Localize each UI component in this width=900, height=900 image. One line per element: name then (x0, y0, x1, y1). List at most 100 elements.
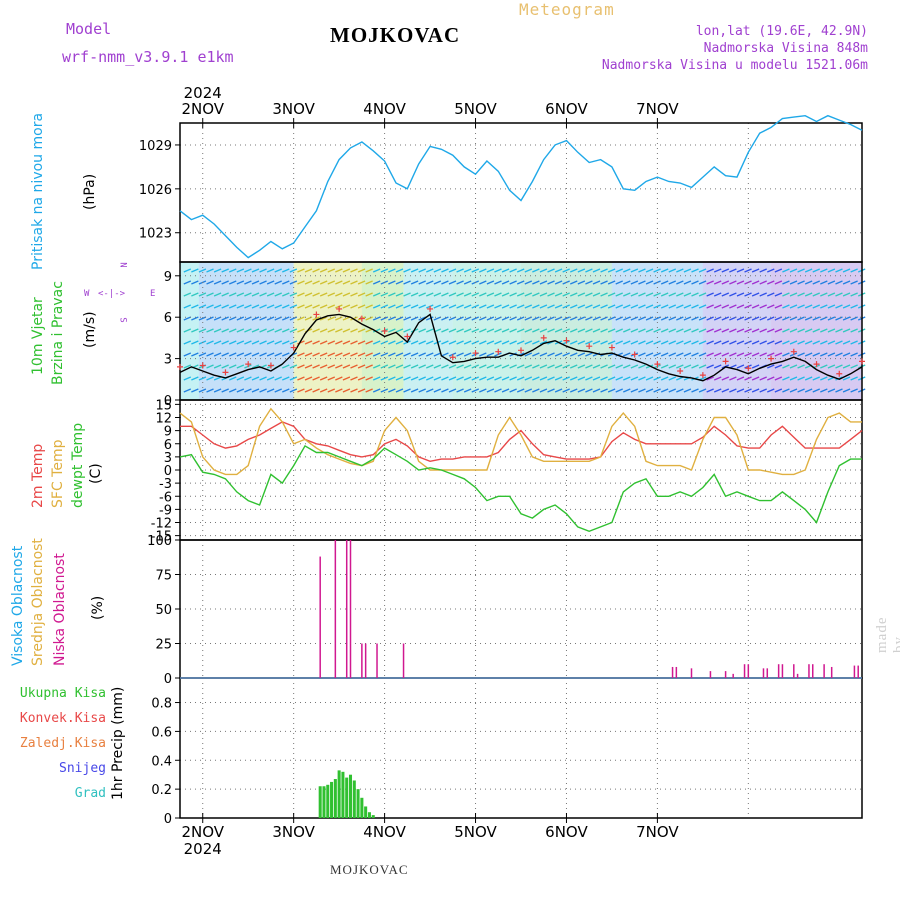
wind-barb (623, 340, 631, 345)
wind-barb (357, 376, 366, 381)
wind-field-band (293, 262, 362, 400)
wind-barb (751, 388, 760, 393)
wind-barb (820, 268, 828, 273)
wind-barb (304, 364, 313, 369)
wind-barb (198, 292, 207, 297)
wind-barb (524, 376, 533, 381)
wind-barb (638, 316, 646, 321)
wind-barb (547, 268, 555, 273)
wind-barb (827, 292, 836, 297)
wind-barb (592, 328, 601, 333)
wind-barb (850, 376, 858, 381)
precip-bar (348, 774, 353, 818)
wind-barb (244, 328, 252, 333)
wind-gust-mark (540, 334, 547, 341)
wind-barb (372, 316, 381, 321)
wind-barb (395, 340, 404, 345)
wind-barb (706, 292, 714, 297)
wind-barb (577, 292, 586, 297)
wind-barb (668, 292, 677, 297)
wind-barb (357, 328, 366, 333)
wind-barb (251, 364, 260, 369)
wind-barb (630, 268, 639, 273)
wind-barb (683, 316, 692, 321)
wind-barb (395, 364, 404, 369)
wind-barb (479, 376, 487, 381)
wind-barb (289, 364, 298, 369)
wind-barb (706, 352, 714, 357)
wind-barb (198, 316, 207, 321)
wind-barb (638, 304, 646, 309)
wind-barb (372, 388, 381, 393)
wind-barb (501, 376, 510, 381)
wind-barb (501, 280, 510, 285)
wind-barb (789, 364, 798, 369)
wind-barb (812, 376, 821, 381)
wind-barb (509, 292, 517, 297)
wind-barb (782, 364, 790, 369)
wind-barb (282, 328, 290, 333)
wind-barb (539, 352, 548, 357)
wind-barb (706, 316, 714, 321)
wind-barb (403, 352, 411, 357)
wind-barb (395, 292, 404, 297)
wind-barb (327, 328, 336, 333)
wind-field-band (702, 262, 772, 400)
wind-barb (342, 304, 351, 309)
y-tick-label: 0 (164, 672, 172, 687)
wind-barb (782, 340, 790, 345)
wind-gust-mark (404, 333, 411, 340)
wind-barb (350, 280, 358, 285)
wind-barb (297, 376, 305, 381)
wind-barb (789, 292, 798, 297)
wind-barb (804, 376, 813, 381)
wind-barb (206, 352, 214, 357)
wind-barb (797, 352, 805, 357)
wind-barb (471, 292, 480, 297)
wind-barb (683, 292, 692, 297)
wind-barb (744, 328, 752, 333)
wind-gust-mark (631, 351, 638, 358)
wind-barb (183, 376, 192, 381)
wind-barb (357, 352, 366, 357)
wind-barb (335, 352, 343, 357)
wind-barb (638, 280, 646, 285)
wind-barb (319, 292, 328, 297)
wind-barb (827, 388, 836, 393)
wind-barb (403, 364, 411, 369)
wind-barb (804, 328, 813, 333)
wind-barb (759, 304, 767, 309)
wind-barb (751, 304, 760, 309)
wind-barb (418, 388, 426, 393)
wind-barb (653, 268, 661, 273)
compass-w: W (84, 289, 90, 299)
wind-barb (638, 328, 646, 333)
wind-barb (797, 280, 805, 285)
y-tick-label: 6 (164, 311, 172, 326)
wind-barb (221, 364, 229, 369)
wind-barb (736, 268, 745, 273)
wind-barb (736, 376, 745, 381)
wind-barb (463, 328, 472, 333)
wind-barb (638, 376, 646, 381)
wind-barb (479, 364, 487, 369)
wind-barb (532, 304, 540, 309)
wind-barb (365, 376, 373, 381)
wind-barb (327, 280, 336, 285)
wind-barb (456, 388, 464, 393)
wind-barb (713, 328, 722, 333)
wind-barb (236, 388, 245, 393)
wind-barb (259, 280, 267, 285)
wind-gust-mark (267, 362, 274, 369)
wind-barb (433, 364, 442, 369)
wind-barb (804, 388, 813, 393)
wind-barb (312, 352, 320, 357)
wind-barb (623, 328, 631, 333)
wind-barb (774, 280, 783, 285)
wind-barb (365, 340, 373, 345)
wind-barb (623, 316, 631, 321)
wind-barb (266, 376, 275, 381)
wind-barb (623, 268, 631, 273)
wind-barb (744, 268, 752, 273)
wind-barb (486, 268, 495, 273)
